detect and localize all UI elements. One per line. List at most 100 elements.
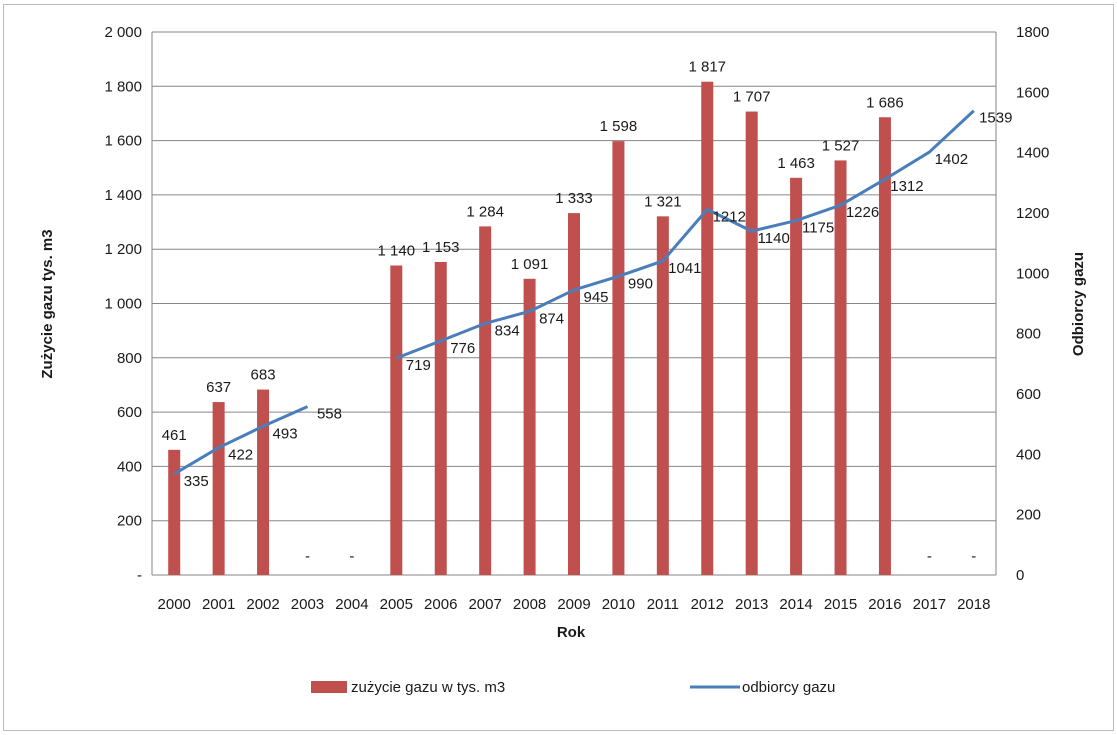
bar-data-label: 1 321 [644,193,682,210]
line-data-label: 1312 [890,178,923,195]
bar-data-label: 1 707 [733,89,771,106]
gridlines [151,31,997,576]
y2-axis-title: Odbiorcy gazu [1070,252,1087,356]
bar-data-label: 1 153 [422,239,460,256]
bar [168,449,181,575]
bar-data-label: - [349,548,354,565]
line-data-label: 719 [406,357,431,374]
x-axis-ticks: 2000 2001 2002 2003 2004 2005 2006 2007 2008 2009… [158,596,991,613]
line-data-label: 990 [628,275,653,292]
x-tick-label: 2007 [468,596,501,613]
y-tick-label: 800 [117,350,142,367]
y-tick-label: 600 [117,404,142,421]
bar [656,216,669,575]
bar-data-label: 1 333 [555,190,593,207]
bar-data-label: 683 [251,367,276,384]
bar-data-label: 1 527 [822,137,860,154]
bar-data-label: 637 [206,379,231,396]
y-tick-label: 1 600 [104,133,142,150]
x-tick-label: 2000 [158,596,191,613]
y2-tick-label: 0 [1016,567,1024,584]
line-data-label: 493 [273,425,298,442]
y-tick-label: 400 [117,458,142,475]
bar [878,117,891,575]
y-tick-label: 1 200 [104,241,142,258]
left-axis-ticks: - 200 400 600 800 1 000 1 200 1 400 1 600 1 800 2 … [104,24,142,584]
bar-data-label: 461 [162,427,187,444]
data-labels: 461 637 683 - - 1 140 1 153 1 284 1 091 1 333 1 59… [162,59,1013,565]
x-tick-label: 2011 [647,596,679,613]
bar-data-label: 1 091 [511,256,549,273]
x-tick-label: 2003 [291,596,324,613]
x-tick-label: 2002 [246,596,279,613]
y2-tick-label: 1200 [1016,205,1049,222]
x-tick-label: 2016 [868,596,901,613]
x-tick-label: 2001 [202,596,235,613]
x-tick-label: 2014 [779,596,812,613]
legend-line-label: odbiorcy gazu [742,679,835,696]
bar [745,111,758,575]
x-tick-label: 2009 [557,596,590,613]
bar-data-label: 1 463 [777,155,815,172]
line-data-label: 1539 [979,110,1012,127]
y-tick-label: 1 000 [104,296,142,313]
legend: zużycie gazu w tys. m3 odbiorcy gazu [311,679,835,696]
bar [790,177,803,575]
line-data-label: 1140 [758,230,790,247]
y-axis-title: Zużycie gazu tys. m3 [39,229,56,378]
x-axis-title: Rok [557,624,586,641]
y2-tick-label: 400 [1016,446,1041,463]
bar-data-label: - [305,548,310,565]
y-tick-label: 200 [117,513,142,530]
line-data-label: 1402 [935,151,968,168]
bar [434,261,447,575]
x-tick-label: 2006 [424,596,457,613]
bar-data-label: - [927,548,932,565]
bar [834,160,847,575]
line-segment [173,405,309,476]
line-segment [395,109,975,360]
x-tick-label: 2004 [335,596,368,613]
bar-data-label: - [971,548,976,565]
bar [390,265,403,575]
right-axis-ticks: 0 200 400 600 800 1000 1200 1400 1600 1800 [1016,24,1049,584]
x-tick-label: 2012 [691,596,724,613]
legend-bar-label: zużycie gazu w tys. m3 [351,679,505,696]
y2-tick-label: 1000 [1016,265,1049,282]
bar [479,226,492,576]
bar [257,389,270,575]
bar [568,213,580,575]
y2-tick-label: 600 [1016,386,1041,403]
y-tick-label: 2 000 [104,24,142,41]
bar-data-label: 1 140 [378,242,416,259]
line-data-label: 776 [450,340,475,357]
line-data-label: 874 [539,310,564,327]
bar-series [168,81,891,576]
y-tick-label: 1 400 [104,187,142,204]
y2-tick-label: 800 [1016,326,1041,343]
y2-tick-label: 1400 [1016,145,1049,162]
x-tick-label: 2018 [957,596,990,613]
chart-frame [3,4,1114,731]
bar [212,402,225,575]
x-tick-label: 2005 [380,596,413,613]
bar-data-label: 1 598 [600,118,638,135]
line-series [173,109,975,476]
line-data-label: 834 [495,322,520,339]
line-data-label: 1212 [713,208,746,225]
x-tick-label: 2008 [513,596,546,613]
x-tick-label: 2015 [824,596,857,613]
line-data-label: 1226 [846,204,879,221]
y-tick-label: 1 800 [104,78,142,95]
bar [612,141,625,575]
bar-data-label: 1 817 [688,59,726,76]
line-data-label: 1041 [668,260,701,277]
x-tick-label: 2017 [913,596,946,613]
bar-data-label: 1 686 [866,94,904,111]
y2-tick-label: 1800 [1016,24,1049,41]
legend-bar-swatch [311,681,347,693]
line-data-label: 335 [184,473,209,490]
line-data-label: 422 [228,447,253,464]
y2-tick-label: 1600 [1016,84,1049,101]
bar [701,81,714,575]
